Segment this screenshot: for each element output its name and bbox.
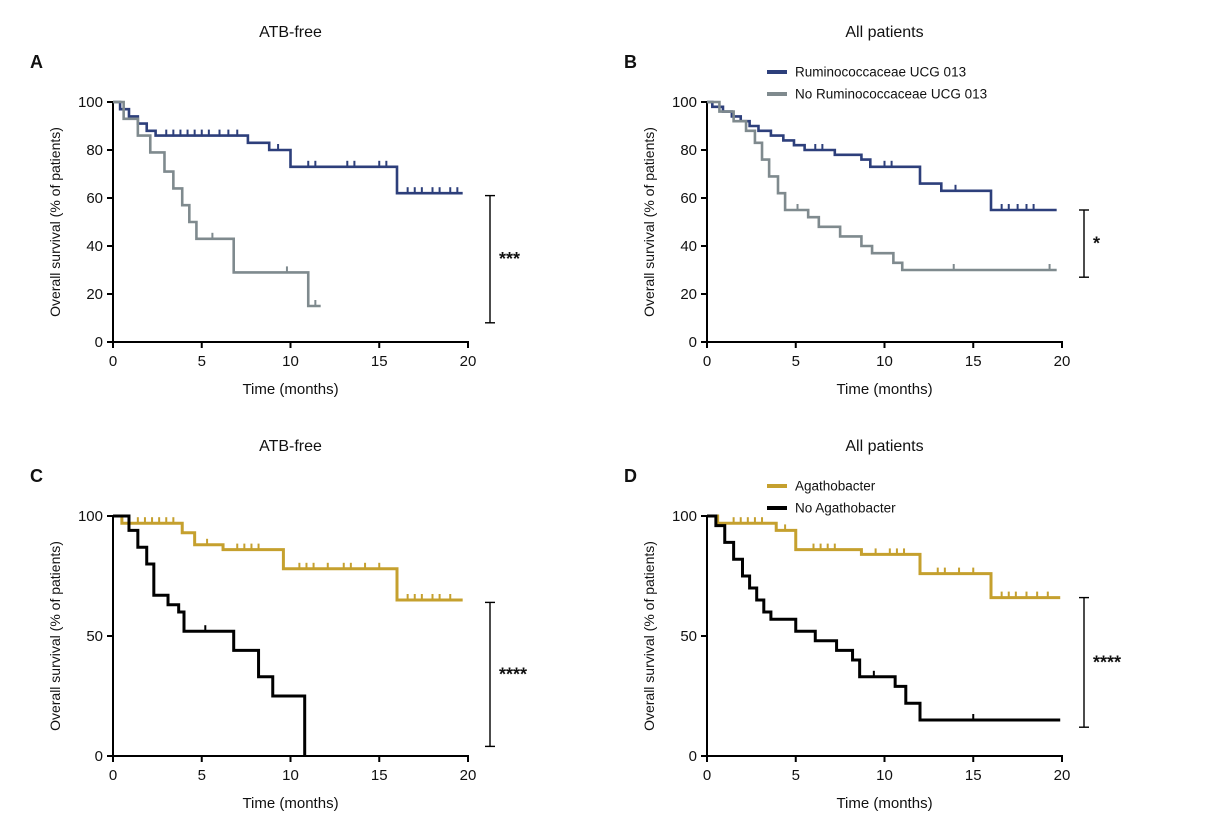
svg-text:5: 5 [198, 353, 206, 370]
panel-letter-b: B [624, 52, 638, 72]
panel-letter-a: A [30, 52, 44, 72]
svg-text:0: 0 [95, 748, 103, 765]
svg-text:5: 5 [792, 767, 800, 784]
x-axis-label: Time (months) [836, 795, 932, 812]
svg-text:100: 100 [672, 508, 697, 525]
km-curve [707, 514, 1061, 600]
x-axis-label: Time (months) [242, 381, 338, 398]
x-axis-label: Time (months) [242, 795, 338, 812]
km-curve [707, 514, 1061, 722]
svg-text:80: 80 [86, 142, 103, 159]
y-axis-label: Overall survival (% of patients) [47, 541, 63, 731]
tick-labels: 0 20 40 60 80 100 0 5 10 15 20 [672, 94, 1070, 370]
svg-text:20: 20 [680, 286, 697, 303]
svg-text:15: 15 [965, 767, 982, 784]
svg-text:10: 10 [282, 767, 299, 784]
svg-text:10: 10 [282, 353, 299, 370]
panel-letter-d: D [624, 466, 638, 486]
svg-text:60: 60 [86, 190, 103, 207]
svg-text:100: 100 [78, 508, 103, 525]
svg-text:5: 5 [198, 767, 206, 784]
svg-text:80: 80 [680, 142, 697, 159]
km-plot-d: 0 50 100 0 5 10 15 20 Time (months) Overall survi… [641, 479, 1121, 813]
panel-d: D All patients 0 50 100 0 5 10 15 20 Time (month… [612, 432, 1202, 818]
km-curve [113, 100, 463, 195]
panel-title-b: All patients [845, 24, 924, 41]
legend-label: No Agathobacter [795, 501, 896, 516]
svg-text:15: 15 [965, 353, 982, 370]
y-axis-label: Overall survival (% of patients) [47, 127, 63, 317]
panel-a: A ATB-free 0 20 40 60 80 100 0 5 10 15 20 Time (mon… [18, 18, 608, 410]
legend: Agathobacter No Agathobacter [767, 479, 896, 516]
svg-text:20: 20 [460, 767, 477, 784]
y-axis-label: Overall survival (% of patients) [641, 127, 657, 317]
svg-text:60: 60 [680, 190, 697, 207]
km-curve [707, 100, 1057, 212]
legend-label: No Ruminococcaceae UCG 013 [795, 87, 987, 102]
significance-bracket [485, 194, 495, 324]
svg-text:0: 0 [689, 748, 697, 765]
svg-text:10: 10 [876, 353, 893, 370]
svg-text:0: 0 [95, 334, 103, 351]
km-plot-a: 0 20 40 60 80 100 0 5 10 15 20 Time (months) Overall… [47, 94, 520, 398]
x-axis-label: Time (months) [836, 381, 932, 398]
axes [701, 515, 1063, 762]
svg-text:20: 20 [460, 353, 477, 370]
legend-label: Ruminococcaceae UCG 013 [795, 65, 966, 80]
svg-text:40: 40 [86, 238, 103, 255]
significance-label: **** [499, 664, 527, 684]
axes [107, 515, 469, 762]
significance-bracket [1079, 596, 1089, 728]
tick-labels: 0 50 100 0 5 10 15 20 [78, 508, 476, 784]
y-axis-label: Overall survival (% of patients) [641, 541, 657, 731]
km-curve [707, 100, 1057, 272]
svg-text:20: 20 [1054, 767, 1071, 784]
svg-text:0: 0 [703, 767, 711, 784]
panel-title-c: ATB-free [259, 438, 322, 455]
significance-bracket [1079, 209, 1089, 278]
km-curve [113, 514, 463, 602]
km-curve [113, 514, 307, 756]
km-curve [113, 100, 321, 308]
panel-c: C ATB-free 0 50 100 0 5 10 15 20 Time (months) Ov… [18, 432, 608, 818]
axes [107, 101, 469, 348]
panel-b: B All patients 0 20 40 60 80 100 0 5 10 15 20 Time … [612, 18, 1202, 410]
km-plot-b: 0 20 40 60 80 100 0 5 10 15 20 Time (months) Overall… [641, 65, 1100, 399]
svg-text:0: 0 [109, 767, 117, 784]
significance-bracket [485, 601, 495, 748]
legend-label: Agathobacter [795, 479, 876, 494]
svg-text:15: 15 [371, 353, 388, 370]
km-plot-c: 0 50 100 0 5 10 15 20 Time (months) Overall survi… [47, 508, 527, 812]
panel-title-d: All patients [845, 438, 924, 455]
svg-text:40: 40 [680, 238, 697, 255]
tick-labels: 0 20 40 60 80 100 0 5 10 15 20 [78, 94, 476, 370]
svg-text:0: 0 [703, 353, 711, 370]
significance-label: * [1093, 234, 1100, 254]
svg-text:5: 5 [792, 353, 800, 370]
svg-text:100: 100 [672, 94, 697, 111]
svg-text:0: 0 [109, 353, 117, 370]
panel-title-a: ATB-free [259, 24, 322, 41]
svg-text:10: 10 [876, 767, 893, 784]
svg-text:20: 20 [1054, 353, 1071, 370]
svg-text:15: 15 [371, 767, 388, 784]
panel-letter-c: C [30, 466, 44, 486]
svg-text:100: 100 [78, 94, 103, 111]
svg-text:50: 50 [680, 628, 697, 645]
tick-labels: 0 50 100 0 5 10 15 20 [672, 508, 1070, 784]
svg-text:50: 50 [86, 628, 103, 645]
significance-label: *** [499, 249, 520, 269]
legend: Ruminococcaceae UCG 013 No Ruminococcacea… [767, 65, 987, 102]
significance-label: **** [1093, 652, 1121, 672]
svg-text:0: 0 [689, 334, 697, 351]
axes [701, 101, 1063, 348]
svg-text:20: 20 [86, 286, 103, 303]
